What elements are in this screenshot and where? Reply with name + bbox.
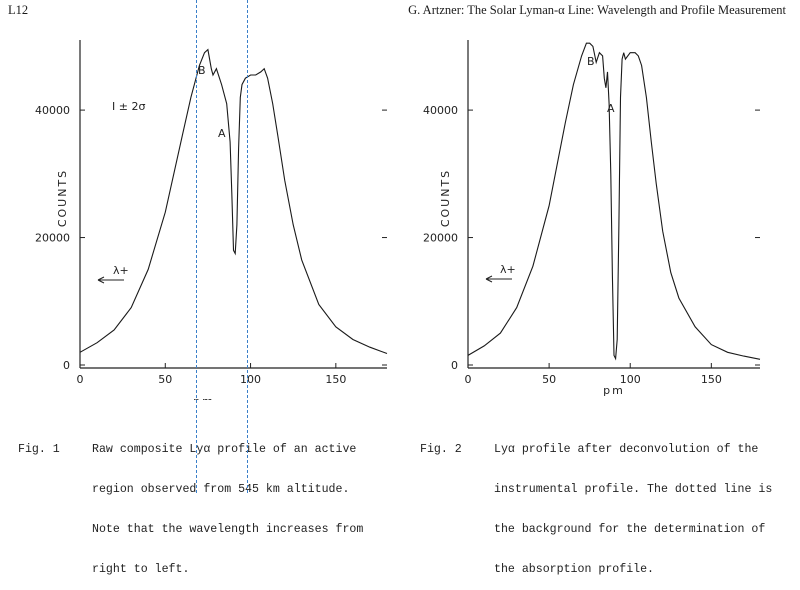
figure-2-caption-line: instrumental profile. The dotted line is xyxy=(494,483,773,497)
figure-2-caption: Fig. 2 Lyα profile after deconvolution of… xyxy=(420,416,772,590)
dashed-guide-line-right xyxy=(247,0,248,493)
figure-1-wavelength-arrow: λ+ xyxy=(97,264,129,284)
figure-2-y-tick-label: 40000 xyxy=(423,104,458,117)
figure-1-error-bar-note: I ± 2σ xyxy=(112,100,145,113)
figure-1-caption-line: Raw composite Lyα profile of an active xyxy=(92,442,357,456)
figure-1-profile-line xyxy=(79,48,388,355)
figure-1-arrow-label: λ+ xyxy=(113,264,129,277)
figure-2-profile-line xyxy=(467,42,761,361)
figure-2-caption-line: Lyα profile after deconvolution of the xyxy=(494,442,759,456)
figure-2-caption-line: the background for the determination of xyxy=(494,523,766,537)
figure-2-x-axis-title: pm xyxy=(603,384,625,397)
dashed-guide-line-left xyxy=(196,0,197,493)
figure-2-y-tick-label: 20000 xyxy=(423,232,458,245)
figure-2-y-tick-label: 0 xyxy=(451,359,458,372)
figure-2-arrow-label: λ+ xyxy=(500,263,516,276)
figure-1-caption: Fig. 1 Raw composite Lyα profile of an ac… xyxy=(18,416,363,590)
figure-1-axes: 0 20000 40000 0 50 100 150 xyxy=(35,40,387,386)
figure-2-wavelength-arrow: λ+ xyxy=(485,263,516,283)
figure-1-caption-line: Note that the wavelength increases from xyxy=(92,523,364,537)
figure-2-y-axis-title: COUNTS xyxy=(439,169,452,227)
figure-1-y-tick-label: 40000 xyxy=(35,104,70,117)
figure-2-axes: 0 20000 40000 0 50 100 150 xyxy=(423,40,760,386)
figure-2-x-tick-label: 150 xyxy=(701,373,722,386)
figure-2-caption-line: the absorption profile. xyxy=(494,563,655,577)
figure-1-x-axis-title: pm xyxy=(193,395,215,400)
page-number-header: L12 xyxy=(8,3,29,17)
figure-2-x-tick-label: 50 xyxy=(542,373,556,386)
figure-1-y-axis-title: COUNTS xyxy=(56,169,69,227)
figure-1-x-tick-label: 0 xyxy=(77,373,84,386)
figure-2-x-tick-label: 0 xyxy=(465,373,472,386)
running-title-header: G. Artzner: The Solar Lyman-α Line: Wave… xyxy=(408,3,786,17)
figure-1-y-tick-label: 20000 xyxy=(35,232,70,245)
figure-1-y-tick-label: 0 xyxy=(63,359,70,372)
figure-1-caption-number: Fig. 1 xyxy=(18,442,60,456)
figure-2-chart: 0 20000 40000 0 50 100 150 COUNTS pm A B λ+ xyxy=(423,40,761,397)
figure-2-x-tick-label: 100 xyxy=(620,373,641,386)
figure-2-label-a: A xyxy=(607,102,615,115)
figure-1-error-bar-text: I ± 2σ xyxy=(112,100,145,113)
figure-1-label-b: B xyxy=(198,64,206,77)
figure-1-x-tick-label: 50 xyxy=(158,373,172,386)
figure-1-x-tick-label: 100 xyxy=(240,373,261,386)
figure-1-caption-line: right to left. xyxy=(92,563,190,577)
figure-2-caption-number: Fig. 2 xyxy=(420,442,462,456)
figure-1-label-a: A xyxy=(218,127,226,140)
figure-2-label-b: B xyxy=(587,55,595,68)
figure-1-caption-line: region observed from 545 km altitude. xyxy=(92,483,350,497)
figure-1-x-tick-label: 150 xyxy=(325,373,346,386)
